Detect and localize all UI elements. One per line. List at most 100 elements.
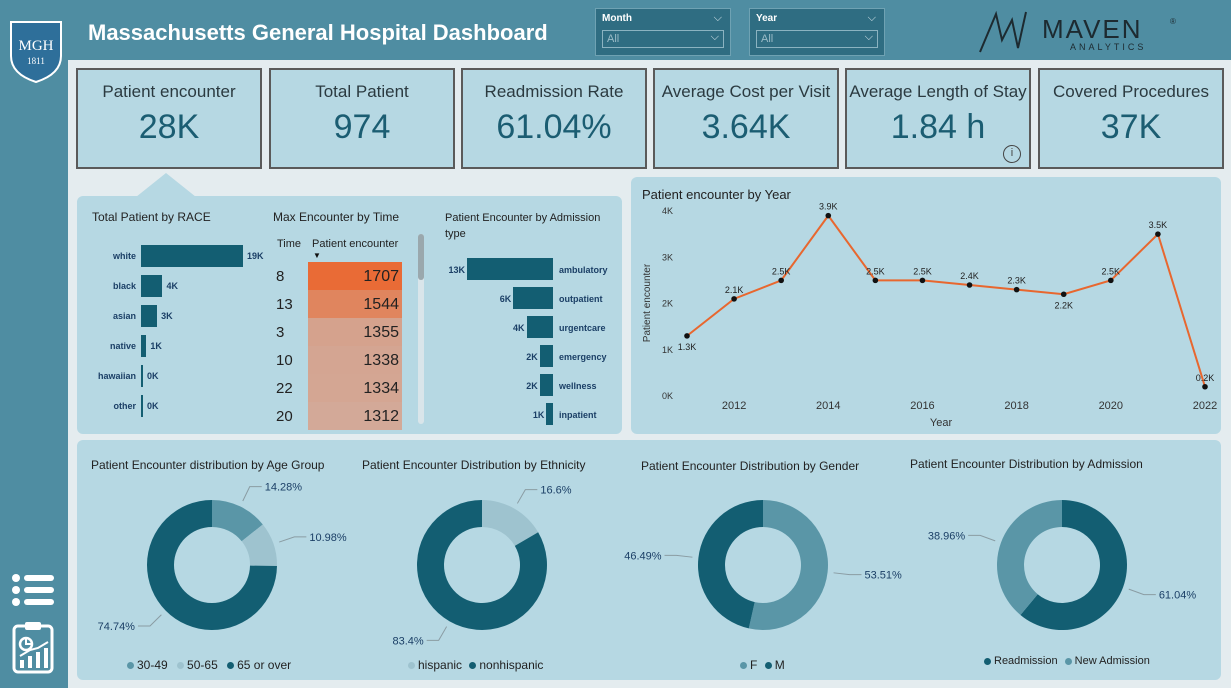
kpi-card-readmission-rate[interactable]: Readmission Rate 61.04% (461, 68, 647, 169)
x-tick-label: 2020 (1099, 400, 1123, 412)
encounter-line-chart: 0K 1K 2K 3K 4K 2012 2014 2016 2018 2020 2022 Year Pa… (642, 202, 1217, 429)
bar[interactable] (141, 245, 243, 267)
kpi-value: 28K (138, 108, 200, 146)
month-slicer[interactable]: Month ⌵ All ⌵ (595, 8, 731, 56)
bar[interactable] (513, 287, 553, 309)
gender-donut-title: Patient Encounter Distribution by Gender (641, 459, 860, 473)
brand-reg: ® (1170, 17, 1176, 26)
kpi-title: Patient encounter (102, 82, 236, 101)
donut-slice (417, 500, 547, 630)
slice-label: 83.4% (392, 635, 423, 647)
y-tick-label: 4K (662, 206, 673, 216)
table-row[interactable]: 20 1312 (272, 402, 404, 430)
bar-value-label: 4K (166, 281, 178, 291)
report-clipboard-icon[interactable] (10, 620, 56, 674)
month-dropdown[interactable]: All ⌵ (602, 30, 724, 48)
chevron-down-icon[interactable]: ⌵ (713, 12, 722, 24)
bar[interactable] (539, 374, 553, 396)
kpi-title: Average Length of Stay (849, 82, 1027, 101)
bar[interactable] (526, 316, 553, 338)
data-point (778, 277, 784, 284)
bar-value-label: 13K (448, 265, 465, 275)
chevron-down-icon: ⌵ (710, 31, 719, 43)
data-point (1155, 231, 1161, 237)
bar[interactable] (546, 403, 553, 425)
leader-line (1128, 588, 1156, 596)
legend-dot (227, 662, 235, 670)
table-cell-time: 8 (276, 268, 285, 285)
age-legend: 30-49 50-65 65 or over (127, 658, 291, 672)
sidebar (0, 60, 68, 688)
kpi-card-covered-procedures[interactable]: Covered Procedures 37K (1038, 68, 1224, 169)
table-header-encounter[interactable]: Patient encounter (312, 238, 399, 250)
bar-value-label: 1K (150, 341, 162, 351)
kpi-value: 37K (1100, 108, 1162, 146)
table-cell-time: 3 (276, 324, 285, 341)
ethnicity-donut-title: Patient Encounter Distribution by Ethnic… (362, 458, 586, 472)
ethnicity-legend: hispanic nonhispanic (408, 658, 543, 672)
kpi-card-patient-encounter[interactable]: Patient encounter 28K (76, 68, 262, 169)
bar[interactable] (141, 305, 158, 327)
table-scrollbar[interactable] (418, 234, 424, 424)
table-row[interactable]: 3 1355 (272, 318, 404, 346)
table-cell-encounter: 1334 (308, 374, 402, 402)
data-point (1108, 277, 1114, 284)
bar[interactable] (141, 275, 163, 297)
leader-line (968, 534, 996, 542)
bar-value-label: 2K (526, 352, 538, 362)
brand-name: MAVEN (1042, 14, 1143, 44)
bar-value-label: 2K (526, 381, 538, 391)
leader-line (279, 536, 307, 543)
legend-dot (177, 662, 185, 670)
bar[interactable] (467, 258, 553, 280)
legend-label: 30-49 (137, 658, 168, 672)
x-tick-label: 2014 (816, 400, 840, 412)
bar[interactable] (141, 395, 143, 417)
legend-dot (469, 662, 477, 670)
bar[interactable] (141, 335, 147, 357)
table-cell-time: 10 (276, 352, 293, 369)
table-header-time[interactable]: Time (277, 238, 302, 250)
donut-slice (748, 500, 828, 630)
leader-line (242, 486, 262, 502)
kpi-card-average-length-of-stay[interactable]: Average Length of Stay 1.84 h i (845, 68, 1031, 169)
bar[interactable] (141, 365, 143, 387)
donut-slice (482, 500, 539, 546)
table-row[interactable]: 22 1334 (272, 374, 404, 402)
legend-label: 50-65 (187, 658, 218, 672)
table-row[interactable]: 8 1707 (272, 262, 404, 290)
table-row[interactable]: 13 1544 (272, 290, 404, 318)
yearly-encounter-panel (631, 177, 1221, 434)
kpi-card-total-patient[interactable]: Total Patient 974 (269, 68, 455, 169)
gender-legend: F M (740, 658, 785, 672)
slice-label: 38.96% (928, 530, 966, 542)
x-tick-label: 2022 (1193, 400, 1217, 412)
bar-value-label: 19K (247, 251, 264, 261)
legend-dot (408, 662, 415, 670)
month-value: All (607, 33, 620, 45)
year-slicer[interactable]: Year ⌵ All ⌵ (749, 8, 885, 56)
leader-line (833, 572, 862, 576)
year-dropdown[interactable]: All ⌵ (756, 30, 878, 48)
sort-desc-icon[interactable]: ▼ (313, 251, 321, 260)
data-label: 2.5K (772, 266, 791, 276)
legend-dot (764, 662, 772, 670)
bar[interactable] (539, 345, 553, 367)
data-point (731, 296, 737, 302)
donut-slice (241, 524, 277, 567)
table-cell-encounter: 1338 (308, 346, 402, 374)
table-row[interactable]: 10 1338 (272, 346, 404, 374)
leader-line (516, 489, 538, 504)
chevron-down-icon[interactable]: ⌵ (867, 12, 876, 24)
menu-list-icon[interactable] (10, 570, 56, 610)
data-point (1013, 286, 1020, 293)
year-slicer-label: Year (756, 13, 778, 24)
kpi-card-average-cost[interactable]: Average Cost per Visit 3.64K (653, 68, 839, 169)
info-icon[interactable]: i (1003, 145, 1021, 163)
scrollbar-thumb[interactable] (418, 234, 424, 280)
legend-dot (127, 662, 134, 670)
x-tick-label: 2012 (722, 400, 746, 412)
chevron-down-icon: ⌵ (864, 31, 873, 43)
legend-dot (1064, 657, 1072, 665)
table-cell-time: 22 (276, 380, 293, 397)
